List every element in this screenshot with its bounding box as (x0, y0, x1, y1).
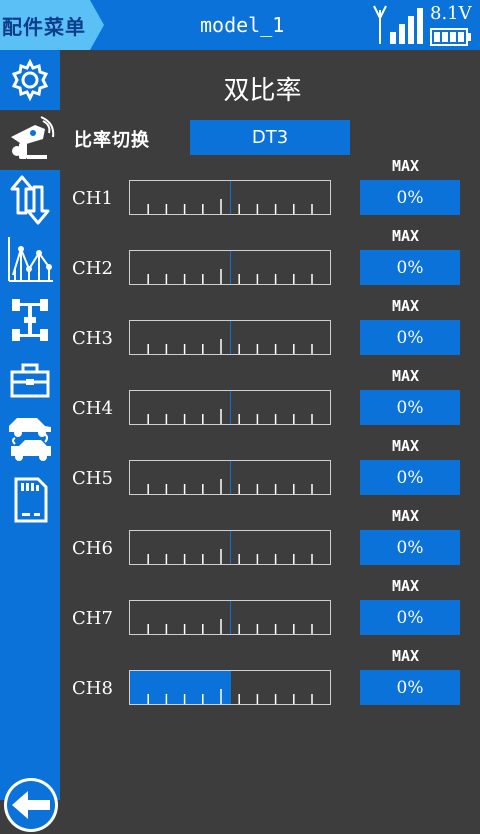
channel-label: CH4 (72, 398, 113, 419)
rate-bar[interactable] (129, 320, 331, 355)
rate-value-box[interactable]: 0% (360, 390, 460, 425)
toolbox-icon (10, 363, 50, 398)
battery-icon (430, 28, 471, 46)
curve-chart-icon (8, 237, 53, 282)
rate-value-box[interactable]: 0% (360, 600, 460, 635)
rate-switch-label: 比率切换 (74, 130, 150, 151)
model-name: model_1 (200, 13, 285, 37)
rate-mode-label: MAX (392, 367, 420, 385)
rate-mode-label: MAX (392, 507, 420, 525)
rate-bar-ticks (147, 549, 313, 564)
page-title: 双比率 (223, 76, 302, 106)
rate-bar-ticks (147, 689, 313, 704)
rate-bar[interactable] (129, 600, 331, 635)
back-arrow-icon[interactable] (2, 776, 60, 834)
rate-mode-label: MAX (392, 227, 420, 245)
sidebar (0, 50, 60, 832)
sidebar-item-curve[interactable] (0, 230, 60, 290)
channel-row: MAX CH1 0% (0, 150, 480, 220)
reverse-arrows-icon (10, 175, 50, 225)
channel-label: CH2 (72, 258, 113, 279)
rate-bar-ticks (147, 269, 313, 284)
rate-value-box[interactable]: 0% (360, 180, 460, 215)
rate-value-box[interactable]: 0% (360, 460, 460, 495)
rate-mode-label: MAX (392, 577, 420, 595)
rate-mode-label: MAX (392, 297, 420, 315)
rate-value-box[interactable]: 0% (360, 250, 460, 285)
rate-bar-ticks (147, 409, 313, 424)
channel-row: MAX CH4 0% (0, 360, 480, 430)
gear-icon (11, 58, 49, 102)
channel-label: CH6 (72, 538, 113, 559)
rate-value-box[interactable]: 0% (360, 320, 460, 355)
rate-bar[interactable] (129, 670, 331, 705)
sidebar-item-settings[interactable] (0, 50, 60, 110)
sidebar-item-reverse[interactable] (0, 170, 60, 230)
rate-bar-center-line (230, 181, 231, 214)
channel-row: MAX CH7 0% (0, 570, 480, 640)
channel-row: MAX CH8 0% (0, 640, 480, 710)
chassis-icon (12, 299, 48, 341)
sidebar-item-chassis[interactable] (0, 290, 60, 350)
channel-row: MAX CH3 0% (0, 290, 480, 360)
channel-row: MAX CH6 0% (0, 500, 480, 570)
sidebar-item-toolbox[interactable] (0, 350, 60, 410)
rate-bar-center-line (230, 251, 231, 284)
car-swap-icon (9, 418, 51, 461)
rate-bar[interactable] (129, 180, 331, 215)
sidebar-item-sd-card[interactable] (0, 470, 60, 530)
rate-value-box[interactable]: 0% (360, 530, 460, 565)
channel-label: CH5 (72, 468, 113, 489)
rate-value-box[interactable]: 0% (360, 670, 460, 705)
voltage-readout: 8.1V (430, 3, 472, 24)
transmitter-icon (11, 116, 55, 159)
rate-bar[interactable] (129, 250, 331, 285)
channel-row: MAX CH2 0% (0, 220, 480, 290)
rate-bar-ticks (147, 199, 313, 214)
channel-label: CH8 (72, 678, 113, 699)
rate-bar-center-line (230, 671, 231, 704)
rate-bar-center-line (230, 601, 231, 634)
rate-bar-fill (130, 671, 230, 704)
rate-bar[interactable] (129, 460, 331, 495)
rate-bar-ticks (147, 479, 313, 494)
rate-bar-ticks (147, 619, 313, 634)
rate-bar-center-line (230, 321, 231, 354)
rate-mode-label: MAX (392, 647, 420, 665)
rate-mode-label: MAX (392, 157, 420, 175)
rate-bar[interactable] (129, 390, 331, 425)
menu-tab[interactable]: 配件菜单 (0, 0, 104, 50)
rate-bar-ticks (147, 339, 313, 354)
channel-label: CH1 (72, 188, 113, 209)
rate-bar-center-line (230, 391, 231, 424)
channel-label: CH3 (72, 328, 113, 349)
top-status-bar: 配件菜单 model_1 8.1V (0, 0, 480, 50)
channel-label: CH7 (72, 608, 113, 629)
sidebar-item-transmitter[interactable] (0, 110, 60, 170)
menu-tab-label: 配件菜单 (2, 15, 86, 39)
rate-switch-selector[interactable]: DT3 (190, 120, 350, 155)
sd-card-icon (14, 477, 48, 523)
sidebar-item-model-swap[interactable] (0, 410, 60, 470)
rate-bar[interactable] (129, 530, 331, 565)
rate-bar-center-line (230, 531, 231, 564)
signal-strength-icon (373, 5, 423, 44)
menu-tab-shape (0, 0, 104, 50)
rate-mode-label: MAX (392, 437, 420, 455)
channel-row: MAX CH5 0% (0, 430, 480, 500)
rate-bar-center-line (230, 461, 231, 494)
